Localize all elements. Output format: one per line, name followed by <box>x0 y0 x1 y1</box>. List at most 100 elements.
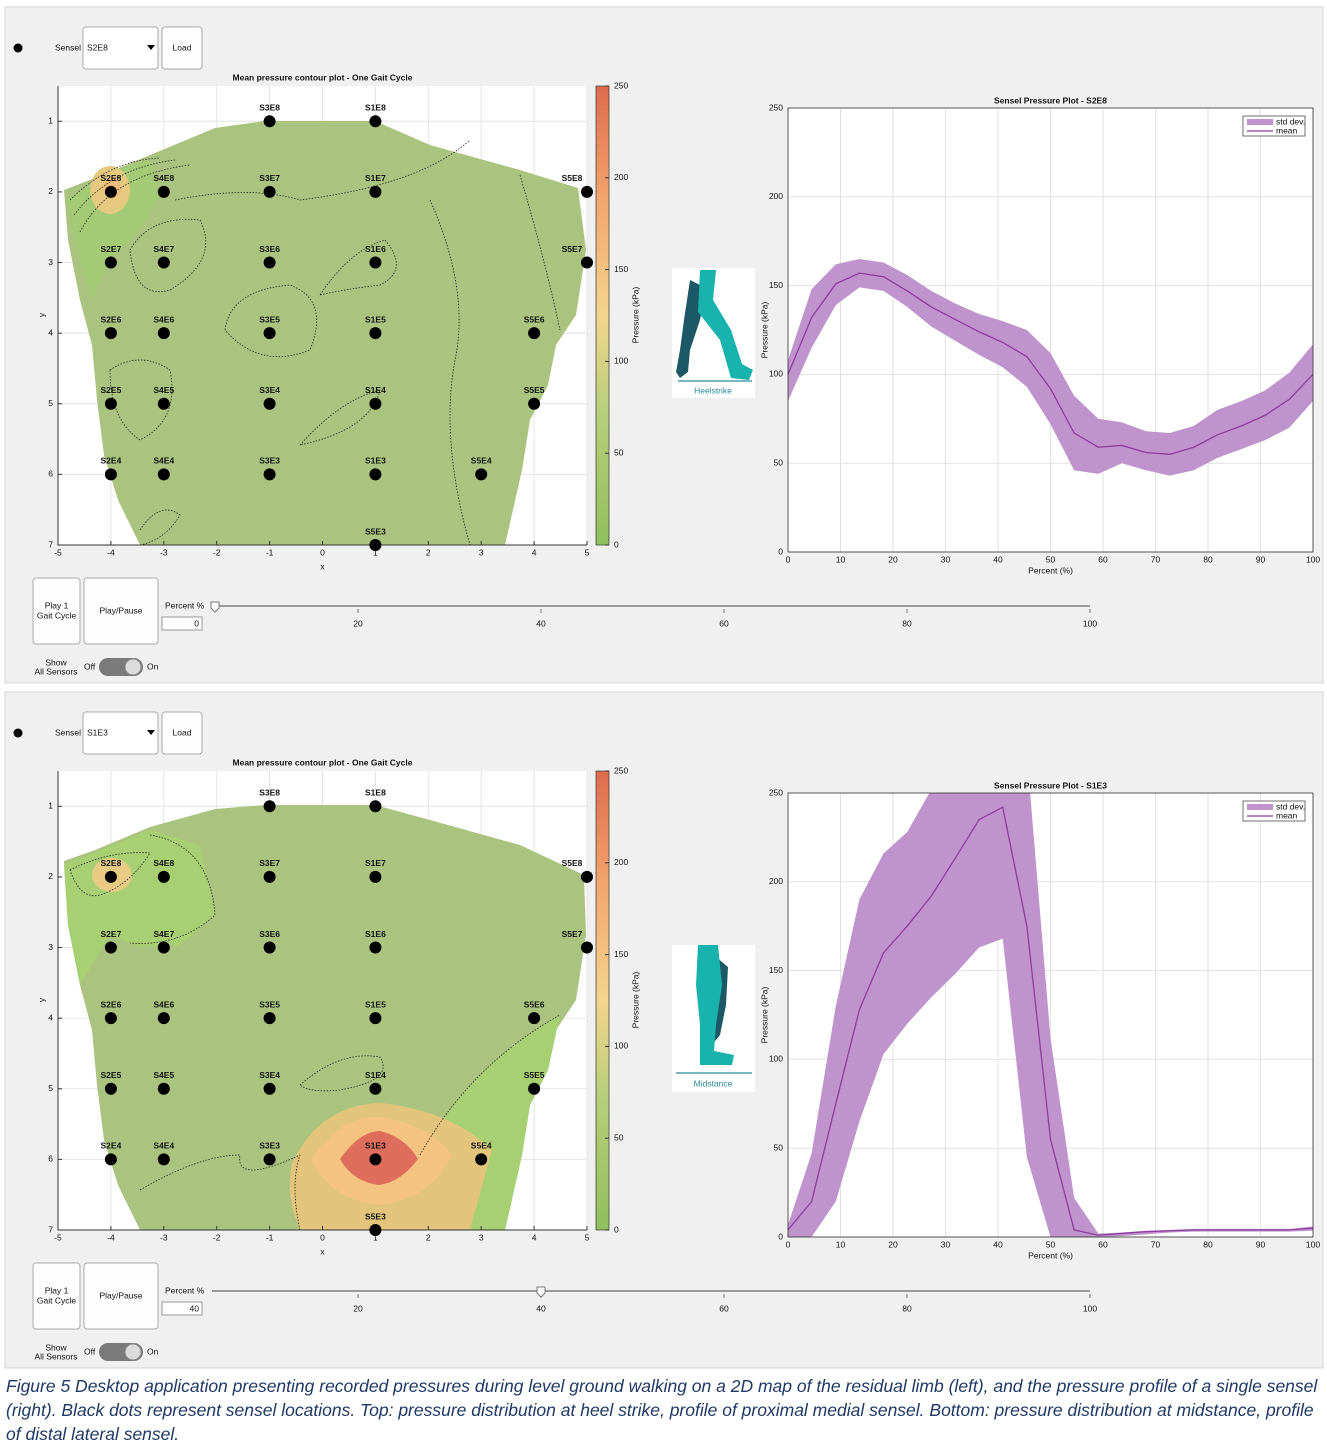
percent-label: Percent % <box>165 1285 205 1295</box>
sensel-point-label: S1E5 <box>365 314 386 324</box>
sensel-point <box>158 1083 170 1095</box>
y-tick-label: 250 <box>769 787 783 797</box>
sensel-point <box>105 942 117 954</box>
slider-tick-label: 20 <box>353 1303 363 1313</box>
x-tick-label: 90 <box>1256 1239 1266 1249</box>
sensel-point-label: S3E3 <box>259 1141 280 1151</box>
contour-fill <box>64 121 586 545</box>
x-tick-label: 3 <box>479 1232 484 1242</box>
sensel-point <box>369 1153 381 1165</box>
sensel-point <box>528 398 540 410</box>
play-cycle-label: Gait Cycle <box>37 1295 76 1305</box>
contour-title: Mean pressure contour plot - One Gait Cy… <box>233 72 413 82</box>
sensel-point-label: S5E7 <box>562 929 583 939</box>
sensel-point-label: S2E5 <box>101 385 122 395</box>
colorbar-label: Pressure (kPa) <box>630 286 640 343</box>
sensel-point <box>581 186 593 198</box>
y-tick-label: 50 <box>774 457 784 467</box>
sensel-point-label: S4E5 <box>153 385 174 395</box>
colorbar-tick-label: 100 <box>614 356 628 366</box>
y-tick-label: 5 <box>48 1083 53 1093</box>
page: Sensel S2E8 Load Mean pressure contour plot… <box>0 0 1327 1445</box>
slider-tick-label: 100 <box>1083 1303 1097 1313</box>
y-tick-label: 100 <box>769 1054 783 1064</box>
sensel-point-label: S3E7 <box>259 173 280 183</box>
x-tick-label: -3 <box>160 1232 168 1242</box>
y-axis-label: Pressure (kPa) <box>759 986 769 1043</box>
toggle-off-label: Off <box>84 661 96 671</box>
show-sensors-label: All Sensors <box>35 666 78 676</box>
x-tick-label: 70 <box>1151 1239 1161 1249</box>
slider-tick-label: 20 <box>353 618 363 628</box>
sensel-point <box>105 1153 117 1165</box>
sensel-point-label: S3E6 <box>259 244 280 254</box>
sensel-point <box>158 186 170 198</box>
percent-value: 0 <box>194 618 199 628</box>
colorbar-tick-label: 0 <box>614 1224 619 1234</box>
sensel-point-label: S3E3 <box>259 456 280 466</box>
sensel-point-label: S4E8 <box>153 858 174 868</box>
slider-tick-label: 100 <box>1083 618 1097 628</box>
percent-value: 40 <box>190 1303 200 1313</box>
sensel-point-label: S2E8 <box>101 858 122 868</box>
x-tick-label: -1 <box>266 547 274 557</box>
colorbar <box>596 771 609 1230</box>
x-tick-label: 60 <box>1098 554 1108 564</box>
legend-swatch <box>1247 119 1273 125</box>
sensel-point <box>369 398 381 410</box>
colorbar-tick-label: 250 <box>614 765 628 775</box>
sensel-point <box>369 468 381 480</box>
sensel-point <box>581 942 593 954</box>
x-tick-label: 20 <box>888 1239 898 1249</box>
sensel-point <box>369 539 381 551</box>
sensel-point-label: S5E3 <box>365 1211 386 1221</box>
play-cycle-label: Play 1 <box>45 1285 69 1295</box>
y-tick-label: 5 <box>48 398 53 408</box>
sensel-point-label: S2E4 <box>101 456 122 466</box>
sensel-point <box>105 398 117 410</box>
sensel-point <box>158 1012 170 1024</box>
sensel-label: Sensel <box>55 42 81 52</box>
slider-tick-label: 40 <box>536 618 546 628</box>
legend-swatch <box>1247 804 1273 810</box>
sensel-point <box>158 468 170 480</box>
slider-tick-label: 80 <box>902 1303 912 1313</box>
sensel-point-label: S1E3 <box>365 1141 386 1151</box>
sensel-point <box>264 186 276 198</box>
x-tick-label: 2 <box>426 547 431 557</box>
heelstrike-figure <box>672 268 755 398</box>
x-tick-label: 10 <box>836 1239 846 1249</box>
sensel-point <box>475 468 487 480</box>
play-pause-label: Play/Pause <box>100 605 143 615</box>
slider-tick-label: 60 <box>719 1303 729 1313</box>
midstance-figure <box>672 945 755 1092</box>
sensel-point-label: S2E6 <box>101 999 122 1009</box>
x-tick-label: -5 <box>54 547 62 557</box>
x-tick-label: 100 <box>1306 554 1320 564</box>
show-sensors-label: All Sensors <box>35 1351 78 1361</box>
selection-dot <box>14 44 23 53</box>
colorbar-tick-label: 100 <box>614 1041 628 1051</box>
sensel-point-label: S5E3 <box>365 526 386 536</box>
sensel-point-label: S3E8 <box>259 788 280 798</box>
sensel-point-label: S4E4 <box>153 1141 174 1151</box>
toggle-off-label: Off <box>84 1346 96 1356</box>
x-tick-label: 5 <box>585 1232 590 1242</box>
sensel-point-label: S2E7 <box>101 929 122 939</box>
x-tick-label: -2 <box>213 1232 221 1242</box>
y-tick-label: 6 <box>48 1154 53 1164</box>
x-tick-label: 5 <box>585 547 590 557</box>
slider-tick-label: 80 <box>902 618 912 628</box>
sensel-point-label: S3E4 <box>259 385 280 395</box>
x-tick-label: -2 <box>213 547 221 557</box>
x-tick-label: -1 <box>266 1232 274 1242</box>
sensel-point-label: S3E5 <box>259 999 280 1009</box>
sensel-point <box>158 327 170 339</box>
sensel-point-label: S3E4 <box>259 1070 280 1080</box>
load-label: Load <box>173 727 192 737</box>
x-tick-label: -5 <box>54 1232 62 1242</box>
x-tick-label: 3 <box>479 547 484 557</box>
y-tick-label: 2 <box>48 871 53 881</box>
x-tick-label: 50 <box>1046 1239 1056 1249</box>
colorbar-tick-label: 50 <box>614 1132 624 1142</box>
